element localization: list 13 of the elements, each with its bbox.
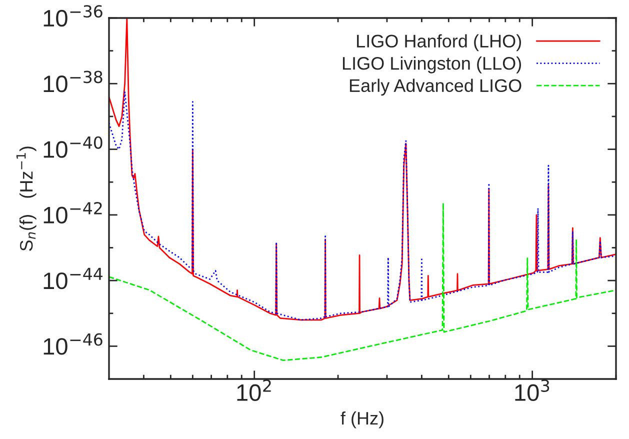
y-tick-label: 10$^{−42}$ (44, 202, 102, 224)
legend-label: Early Advanced LIGO (350, 78, 522, 96)
y-tick-label: 10$^{−44}$ (44, 268, 102, 290)
y-tick-label: 10$^{−36}$ (44, 5, 102, 27)
legend-label: LIGO Hanford (LHO) (357, 34, 521, 52)
y-tick-label: 10$^{−46}$ (44, 333, 102, 355)
y-tick-label: 10$^{−40}$ (44, 136, 102, 158)
x-axis-title: f (Hz) (340, 411, 384, 428)
x-tick-label: 10$^{3}$ (515, 379, 550, 402)
x-tick-label: 10$^{2}$ (237, 379, 271, 402)
y-axis-title: S$_{n}$(f) (Hz$^{−1}$) (16, 146, 36, 251)
y-tick-label: 10$^{−38}$ (44, 70, 102, 92)
legend-label: LIGO Livingston (LLO) (342, 56, 521, 74)
